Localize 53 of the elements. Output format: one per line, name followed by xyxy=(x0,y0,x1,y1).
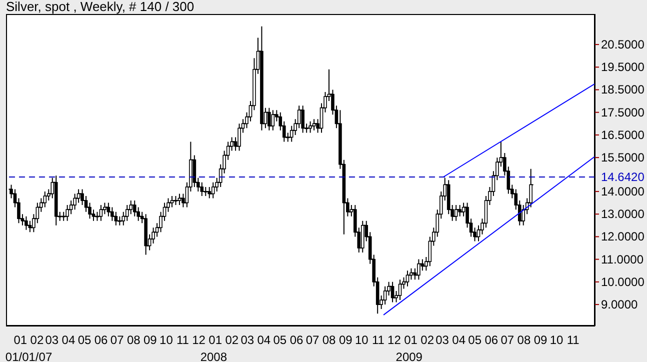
x-tick-label: 07 xyxy=(500,333,514,347)
x-tick-label: 02 xyxy=(420,333,434,347)
x-tick-label: 05 xyxy=(273,333,287,347)
x-tick-label: 08 xyxy=(517,333,531,347)
x-tick-label: 10 xyxy=(160,333,174,347)
x-tick-label: 11 xyxy=(372,333,385,347)
text: 01/01/07 xyxy=(5,350,52,362)
y-tick-label: 19.5000 xyxy=(601,60,645,74)
x-tick-label: 06 xyxy=(94,333,108,347)
x-tick-label: 07 xyxy=(110,333,124,347)
x-tick-label: 07 xyxy=(306,333,320,347)
y-tick-label: 20.5000 xyxy=(601,38,645,52)
y-tick-label: 17.5000 xyxy=(601,105,645,120)
x-tick-label: 06 xyxy=(484,333,498,347)
x-tick-label: 08 xyxy=(322,333,336,347)
x-tick-label: 03 xyxy=(436,333,450,347)
x-tick-label: 02 xyxy=(225,333,239,347)
x-tick-label: 05 xyxy=(468,333,482,347)
x-tick-label: 01 xyxy=(14,333,28,347)
y-tick-label: 16.5000 xyxy=(601,128,645,142)
y-tick-label: 18.5000 xyxy=(601,82,645,97)
x-tick-label: 11 xyxy=(176,333,190,347)
text: 2009 xyxy=(396,350,423,362)
x-tick-label: 03 xyxy=(240,333,254,347)
x-tick-label: 08 xyxy=(126,333,141,347)
x-tick-label: 05 xyxy=(78,333,92,347)
y-tick-label: 10.0000 xyxy=(601,274,645,289)
x-tick-label: 12 xyxy=(192,333,206,347)
y-tick-label: 13.0000 xyxy=(601,207,645,222)
x-tick-label: 09 xyxy=(144,333,158,347)
candlestick xyxy=(398,279,402,300)
ref-line-label: 14.6420 xyxy=(601,170,645,184)
y-tick-label: 9.0000 xyxy=(601,298,638,312)
x-tick-label: 10 xyxy=(354,333,369,347)
x-tick-label: 04 xyxy=(257,333,271,347)
x-tick-label: 01 xyxy=(208,333,222,347)
y-tick-label: 11.0000 xyxy=(601,252,644,266)
x-tick-label: 10 xyxy=(550,333,564,347)
y-tick-label: 15.5000 xyxy=(601,150,645,165)
x-tick-label: 04 xyxy=(452,333,466,347)
x-tick-label: 02 xyxy=(30,333,44,347)
text: 2008 xyxy=(200,350,228,362)
chart-title: Silver, spot , Weekly, # 140 / 300 xyxy=(6,0,194,14)
x-tick-label: 11 xyxy=(566,333,580,347)
y-tick-label: 14.0000 xyxy=(601,184,645,198)
x-tick-label: 04 xyxy=(62,333,76,347)
x-tick-label: 03 xyxy=(45,333,59,347)
x-tick-label: 06 xyxy=(290,333,304,347)
x-tick-label: 09 xyxy=(534,333,548,347)
y-tick-label: 12.0000 xyxy=(601,230,645,244)
x-tick-label: 12 xyxy=(388,333,402,347)
x-tick-label: 09 xyxy=(338,333,353,347)
x-tick-label: 01 xyxy=(404,333,418,347)
